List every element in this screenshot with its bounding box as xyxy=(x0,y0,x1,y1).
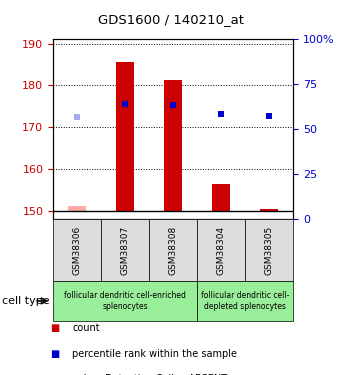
Text: ■: ■ xyxy=(50,323,59,333)
Text: value, Detection Call = ABSENT: value, Detection Call = ABSENT xyxy=(72,374,227,375)
Bar xyxy=(260,209,279,211)
Bar xyxy=(212,184,230,211)
Text: follicular dendritic cell-
depleted splenocytes: follicular dendritic cell- depleted sple… xyxy=(201,291,289,310)
Text: GDS1600 / 140210_at: GDS1600 / 140210_at xyxy=(98,13,245,26)
Text: ■: ■ xyxy=(50,349,59,358)
Text: GSM38308: GSM38308 xyxy=(169,226,178,275)
Text: count: count xyxy=(72,323,100,333)
Text: cell type: cell type xyxy=(2,296,49,306)
Bar xyxy=(164,80,182,211)
Bar xyxy=(68,206,86,211)
Text: ■: ■ xyxy=(50,374,59,375)
Bar xyxy=(116,62,134,211)
Text: follicular dendritic cell-enriched
splenocytes: follicular dendritic cell-enriched splen… xyxy=(64,291,186,310)
Text: percentile rank within the sample: percentile rank within the sample xyxy=(72,349,237,358)
Text: GSM38306: GSM38306 xyxy=(73,226,82,275)
Text: GSM38304: GSM38304 xyxy=(217,226,226,275)
Text: GSM38305: GSM38305 xyxy=(265,226,274,275)
Text: GSM38307: GSM38307 xyxy=(121,226,130,275)
